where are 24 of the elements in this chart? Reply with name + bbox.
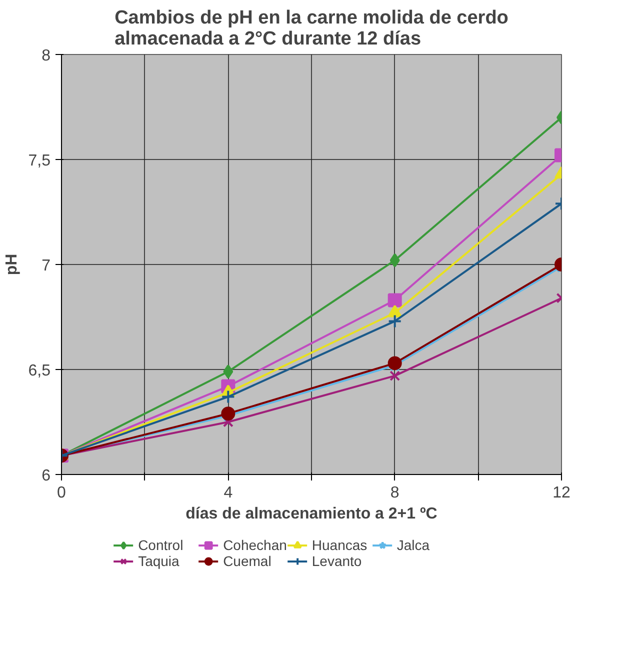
chart-title: Cambios de pH en la carne molida de cerdo almacenada a 2°C durante 12 días [114,8,508,50]
legend-label: Jalca [396,537,431,553]
legend-label: Control [138,537,184,553]
point [223,364,234,379]
x-tick-label: 4 [224,484,233,502]
y-axis-title: pH [3,254,20,276]
legend-label: Huancas [312,537,368,553]
point [388,314,402,328]
point [390,370,400,382]
point [390,253,400,268]
legend-label: Cuemal [223,553,272,569]
legend-label: Taquia [138,553,180,569]
x-tick-label: 12 [552,484,570,502]
x-axis-title: días de almacenamiento a 2+1 ºC [186,506,438,522]
y-tick-label: 7,5 [28,152,51,170]
x-tick-label: 0 [57,484,66,502]
y-tick-label: 6 [42,468,51,484]
y-tick-label: 6,5 [28,362,51,380]
y-tick-label: 8 [42,48,51,64]
y-tick-label: 7 [42,258,51,274]
legend-label: Levanto [312,553,363,569]
point [221,390,236,404]
legend-label: Cohechan [223,537,287,553]
x-tick-label: 8 [390,484,400,502]
